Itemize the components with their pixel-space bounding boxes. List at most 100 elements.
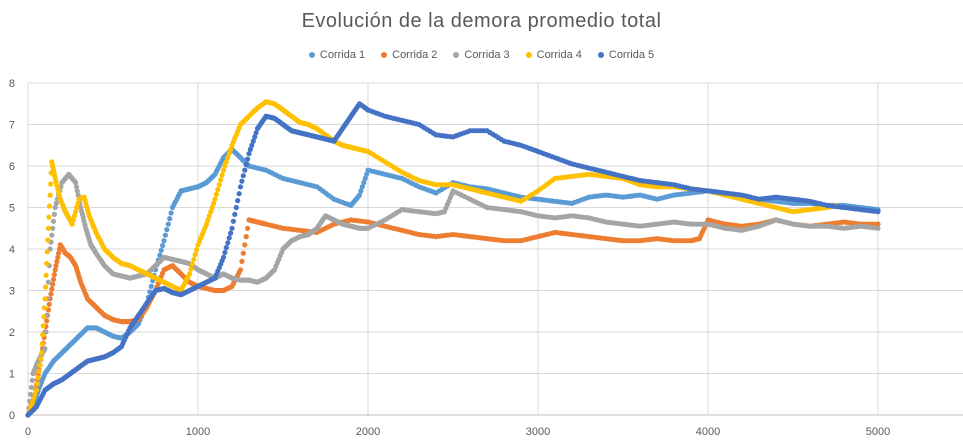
data-point [47, 192, 53, 198]
data-point [42, 296, 48, 302]
data-point [226, 151, 232, 157]
data-point [51, 272, 58, 278]
data-point [875, 225, 881, 231]
data-point [46, 214, 52, 220]
data-point [44, 249, 50, 255]
data-point [52, 267, 58, 273]
data-point [875, 209, 881, 215]
data-point [148, 283, 154, 289]
data-point [49, 286, 55, 292]
series-corrida-1 [25, 146, 881, 418]
legend-marker [453, 52, 460, 58]
data-point [38, 356, 44, 362]
data-point [245, 225, 251, 231]
data-point [74, 204, 80, 211]
data-point [245, 156, 251, 162]
data-point [41, 314, 47, 320]
data-point [236, 191, 242, 197]
data-point [239, 258, 245, 264]
data-point [39, 341, 45, 347]
data-point [253, 130, 259, 136]
data-point [29, 400, 35, 406]
data-point [222, 249, 228, 256]
data-point [220, 254, 227, 260]
data-point [212, 196, 218, 202]
data-point [250, 138, 256, 144]
data-point [213, 191, 219, 197]
series-corrida-5 [25, 101, 881, 418]
data-point [46, 301, 52, 307]
data-point [53, 263, 59, 269]
data-point [55, 254, 61, 260]
x-tick-label: 1000 [186, 426, 210, 438]
data-point [192, 251, 198, 258]
data-point [160, 242, 166, 249]
data-point [36, 368, 42, 374]
data-point [45, 307, 52, 313]
data-point [34, 381, 41, 387]
y-tick-label: 0 [9, 410, 15, 422]
data-point [215, 186, 221, 193]
data-point [240, 173, 246, 179]
data-point [218, 177, 224, 183]
data-point [165, 221, 171, 227]
x-tick-label: 4000 [696, 426, 720, 438]
data-point [40, 323, 46, 329]
legend-item: Corrida 5 [597, 49, 655, 61]
legend-marker [597, 52, 604, 58]
data-point [239, 178, 245, 184]
y-tick-label: 8 [9, 78, 15, 90]
data-point [35, 375, 41, 381]
data-point [69, 221, 75, 227]
data-point [209, 204, 215, 211]
data-point [216, 182, 222, 188]
data-point [249, 142, 255, 148]
data-point [161, 238, 167, 244]
x-tick-label: 5000 [866, 426, 890, 438]
data-point [49, 232, 55, 238]
x-tick-label: 0 [25, 426, 31, 438]
data-point [242, 167, 248, 173]
data-point [45, 279, 52, 285]
data-point [230, 218, 236, 224]
data-point [51, 211, 58, 217]
data-point [164, 227, 170, 233]
data-point [162, 232, 168, 238]
data-point [220, 167, 227, 173]
y-tick-label: 7 [9, 120, 15, 132]
y-tick-label: 3 [9, 286, 15, 298]
data-point [50, 218, 57, 224]
data-point [362, 175, 368, 181]
data-point [50, 276, 57, 282]
data-point [39, 350, 45, 356]
data-point [219, 172, 225, 178]
y-tick-label: 2 [9, 327, 15, 339]
data-point [225, 240, 231, 246]
data-point [240, 250, 246, 256]
data-point [359, 184, 365, 190]
data-point [157, 252, 163, 258]
data-point [168, 210, 174, 216]
legend-label: Corrida 3 [464, 49, 510, 61]
data-point [56, 250, 62, 256]
data-point [32, 391, 38, 397]
data-point [247, 146, 253, 152]
data-point [242, 242, 248, 248]
data-point [75, 200, 81, 206]
data-point [158, 247, 164, 253]
data-point [228, 230, 234, 236]
data-point [189, 261, 195, 267]
data-point [875, 221, 881, 227]
data-point [237, 267, 244, 273]
data-point [233, 204, 239, 211]
data-point [74, 188, 80, 194]
legend-label: Corrida 5 [608, 49, 655, 61]
data-point [50, 281, 56, 287]
data-point [28, 384, 34, 390]
y-tick-label: 5 [9, 203, 15, 215]
data-point [45, 225, 52, 231]
data-point [41, 305, 48, 311]
y-tick-label: 6 [9, 161, 15, 173]
data-point [73, 209, 79, 215]
chart-title: Evolución de la demora promedio total [301, 10, 662, 32]
